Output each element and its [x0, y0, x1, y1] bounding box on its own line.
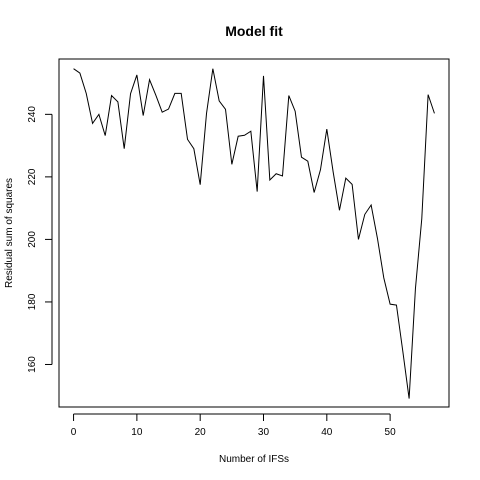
plot-frame	[58, 58, 450, 408]
y-tick-label: 220	[27, 168, 38, 185]
x-axis-label: Number of IFSs	[219, 454, 289, 465]
x-tick-label: 0	[71, 427, 77, 438]
y-tick-label: 160	[27, 356, 38, 373]
y-tick-label: 200	[27, 231, 38, 248]
x-tick-label: 40	[321, 427, 333, 438]
y-tick-label: 240	[27, 106, 38, 123]
x-axis: 0 10 20 30 40 50	[71, 413, 397, 438]
x-tick-label: 20	[195, 427, 207, 438]
y-tick-label: 180	[27, 293, 38, 310]
x-tick-label: 30	[258, 427, 270, 438]
chart-title: Model fit	[225, 23, 283, 39]
x-tick-label: 50	[385, 427, 397, 438]
y-axis: 160 180 200 220 240	[27, 106, 53, 373]
y-axis-label: Residual sum of squares	[4, 178, 15, 288]
series-line	[73, 68, 435, 399]
x-tick-label: 10	[131, 427, 143, 438]
